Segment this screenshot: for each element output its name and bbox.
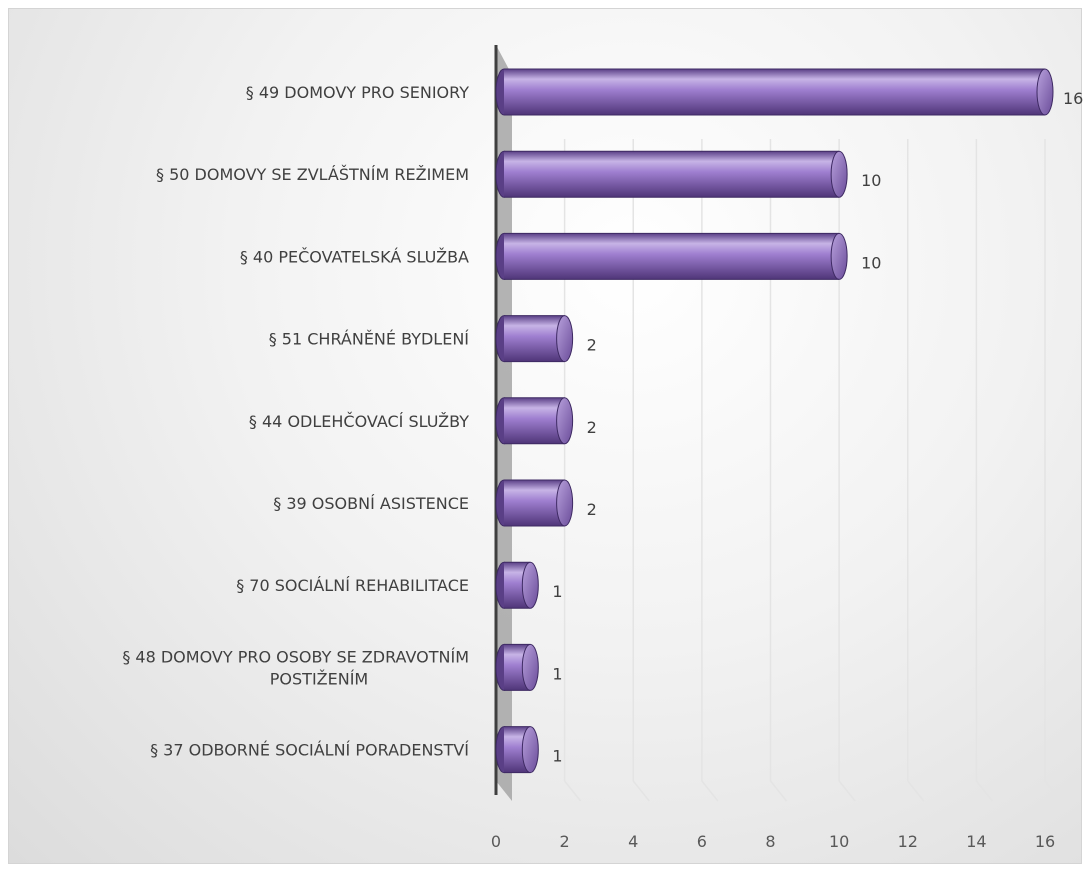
x-tick-label: 10 — [829, 832, 849, 851]
bar — [495, 315, 574, 363]
grid-line-floor — [564, 780, 582, 802]
data-label: 10 — [861, 171, 881, 190]
bar — [495, 561, 539, 609]
grid-line-floor — [701, 780, 719, 802]
data-label: 16 — [1063, 89, 1083, 108]
x-tick-label: 6 — [697, 832, 707, 851]
x-tick-label: 12 — [898, 832, 918, 851]
grid-line-floor — [632, 780, 650, 802]
labels: 0 2 4 6 8 10 12 14 16 16 10 10 2 2 2 1 1 1 § 49 DOMOVY PRO… — [122, 83, 1083, 851]
grid-line-floor — [907, 780, 925, 802]
bar-end-cap — [830, 232, 848, 280]
bar-end-cap — [830, 150, 848, 198]
x-tick-label: 0 — [491, 832, 501, 851]
bar-chart: 0 2 4 6 8 10 12 14 16 16 10 10 2 2 2 1 1 1 § 49 DOMOVY PRO… — [122, 45, 1083, 851]
bar — [495, 726, 539, 774]
category-label: § 70 SOCIÁLNÍ REHABILITACE — [236, 576, 469, 595]
data-label: 1 — [552, 664, 562, 683]
bar — [495, 479, 574, 527]
bar-end-cap — [556, 315, 574, 363]
bars — [495, 68, 1054, 774]
bar-end-cap — [521, 561, 539, 609]
chart-area: 0 2 4 6 8 10 12 14 16 16 10 10 2 2 2 1 1 1 § 49 DOMOVY PRO… — [8, 8, 1083, 864]
bar — [495, 150, 848, 198]
category-label: § 49 DOMOVY PRO SENIORY — [246, 83, 469, 102]
data-label: 1 — [552, 747, 562, 766]
data-label: 10 — [861, 253, 881, 272]
x-tick-label: 14 — [966, 832, 986, 851]
data-label: 2 — [587, 336, 597, 355]
bar-end-cap — [556, 479, 574, 527]
data-label: 1 — [552, 582, 562, 601]
bar — [495, 643, 539, 691]
grid-line-floor — [1044, 780, 1062, 802]
bar-body — [504, 315, 565, 362]
bar-end-cap — [1036, 68, 1054, 116]
x-tick-label: 4 — [628, 832, 638, 851]
bar-end-cap — [556, 397, 574, 445]
grid-line-floor — [838, 780, 856, 802]
category-label: § 51 CHRÁNĚNÉ BYDLENÍ — [269, 330, 470, 349]
grid-line-floor — [975, 780, 993, 802]
category-label: § 50 DOMOVY SE ZVLÁŠTNÍM REŽIMEM — [156, 165, 469, 184]
category-label: § 40 PEČOVATELSKÁ SLUŽBA — [240, 247, 469, 266]
bar-body — [504, 397, 565, 444]
x-tick-label: 2 — [560, 832, 570, 851]
category-label-line: POSTIŽENÍM — [270, 669, 368, 688]
data-label: 2 — [587, 500, 597, 519]
bar — [495, 397, 574, 445]
grid-line-floor — [769, 780, 788, 802]
category-label: § 48 DOMOVY PRO OSOBY SE ZDRAVOTNÍM POSTI… — [122, 647, 469, 688]
x-tick-label: 8 — [765, 832, 775, 851]
category-label: § 44 ODLEHČOVACÍ SLUŽBY — [249, 412, 469, 431]
category-label: § 39 OSOBNÍ ASISTENCE — [273, 494, 469, 513]
bar-body — [504, 69, 1045, 115]
bar-end-cap — [521, 726, 539, 774]
bar-body — [504, 480, 565, 526]
bar — [495, 232, 848, 280]
category-label-line: § 48 DOMOVY PRO OSOBY SE ZDRAVOTNÍM — [122, 647, 469, 666]
bar-body — [504, 233, 840, 280]
category-label: § 37 ODBORNÉ SOCIÁLNÍ PORADENSTVÍ — [150, 741, 469, 760]
bar-end-cap — [521, 643, 539, 691]
bar-body — [504, 151, 840, 198]
x-tick-label: 16 — [1035, 832, 1055, 851]
bar — [495, 68, 1054, 116]
data-label: 2 — [587, 418, 597, 437]
